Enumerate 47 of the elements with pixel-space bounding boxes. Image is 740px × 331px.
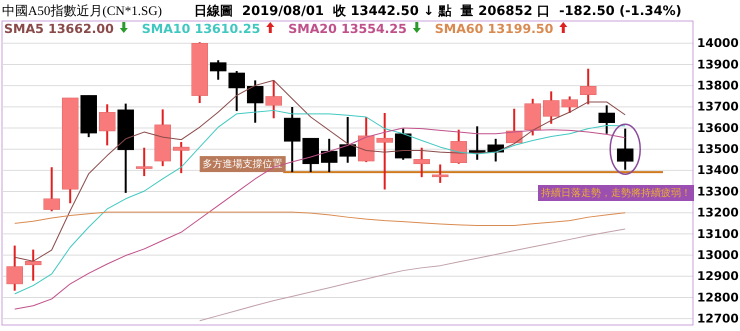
y-tick-label: 13200 — [697, 206, 739, 220]
candlestick — [320, 138, 338, 174]
y-tick-label: 13300 — [697, 184, 739, 198]
candlestick — [580, 68, 596, 106]
ref-line-label: 多方進場支撐位置 — [202, 158, 283, 170]
text: SMA10 13610.25 — [142, 21, 260, 36]
candlestick — [561, 95, 578, 114]
text: SMA5 13662.00 — [4, 21, 114, 36]
y-tick-label: 13900 — [697, 57, 739, 72]
chart-title: 中國A50指數近月(CN*1.SG) — [2, 3, 162, 18]
candlestick — [450, 128, 467, 165]
candlestick — [136, 146, 152, 178]
y-tick-label: 13500 — [697, 142, 739, 156]
line-series — [14, 212, 626, 226]
candlestick — [468, 125, 486, 161]
candlestick — [246, 79, 264, 124]
y-tick-label: 13700 — [697, 100, 739, 114]
chart-subtitle: 日線圖 2019/08/01 收 13442.50 ↓ 點 量 206852 口 -182.50 (-1.34%) — [194, 4, 682, 19]
candlestick — [172, 141, 190, 174]
candlestick — [98, 103, 116, 146]
candlestick — [413, 146, 430, 178]
y-tick-label: 12900 — [697, 269, 739, 284]
y-tick-label: 13400 — [697, 163, 739, 178]
candlestick — [284, 106, 300, 174]
candlestick — [228, 70, 245, 112]
candlestick — [432, 163, 448, 184]
text: SMA60 13199.50 — [434, 21, 554, 36]
candlestick — [265, 79, 282, 120]
candlestick — [43, 166, 60, 212]
y-tick-label: 13000 — [697, 248, 739, 262]
candlestick — [376, 112, 393, 190]
candlestick — [210, 59, 226, 81]
y-tick-label: 12700 — [697, 311, 739, 326]
candlestick — [542, 90, 560, 125]
y-tick-label: 14000 — [697, 36, 739, 50]
candlestick — [24, 248, 42, 282]
y-tick-label: 13100 — [697, 226, 739, 241]
line-series — [199, 228, 626, 322]
annotation: 持續日落走勢，走勢將持續疲弱！ — [541, 187, 691, 199]
candlestick — [598, 104, 615, 135]
y-tick-label: 13800 — [697, 78, 739, 92]
candlestick — [616, 128, 634, 171]
candlestick — [6, 244, 23, 292]
text: SMA20 13554.25 — [288, 21, 407, 36]
y-tick-label: 13600 — [697, 120, 739, 135]
candlestick — [339, 116, 356, 164]
y-tick-label: 12800 — [697, 290, 739, 304]
